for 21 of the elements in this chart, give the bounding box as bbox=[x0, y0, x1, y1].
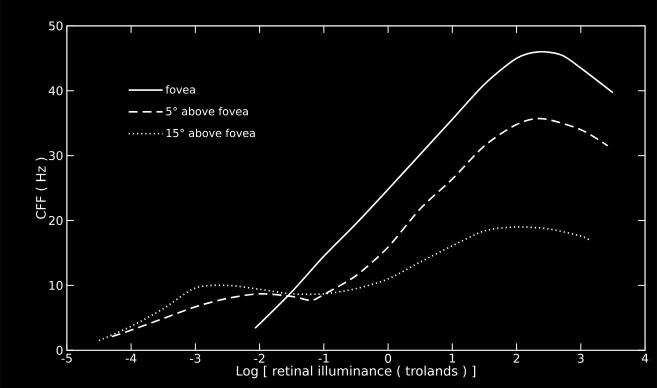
x-tick-label: -3 bbox=[190, 354, 200, 363]
x-axis-title: Log [ retinal illuminance ( trolands ) ] bbox=[236, 366, 476, 378]
x-tick-label: 2 bbox=[514, 354, 520, 363]
y-tick-label: 10 bbox=[49, 280, 63, 290]
y-tick-label: 40 bbox=[48, 86, 63, 96]
y-axis-title: CFF ( Hz ) bbox=[36, 158, 48, 219]
x-tick-label: 4 bbox=[642, 354, 648, 362]
x-tick-label: 1 bbox=[450, 354, 456, 362]
legend-label: 5° above fovea bbox=[166, 106, 248, 116]
x-tick-label: -5 bbox=[61, 354, 72, 363]
x-tick-label: -1 bbox=[318, 354, 329, 362]
x-tick-label: 0 bbox=[385, 354, 392, 363]
y-tick-label: 0 bbox=[56, 346, 63, 355]
x-tick-label: -4 bbox=[126, 354, 136, 362]
y-tick-label: 30 bbox=[49, 151, 63, 160]
y-tick-label: 20 bbox=[49, 216, 63, 225]
x-tick-label: 3 bbox=[578, 354, 584, 363]
legend-label: fovea bbox=[166, 85, 195, 94]
legend-label: 15° above fovea bbox=[166, 128, 255, 138]
y-tick-label: 50 bbox=[49, 21, 63, 30]
x-tick-label: -2 bbox=[254, 354, 264, 363]
